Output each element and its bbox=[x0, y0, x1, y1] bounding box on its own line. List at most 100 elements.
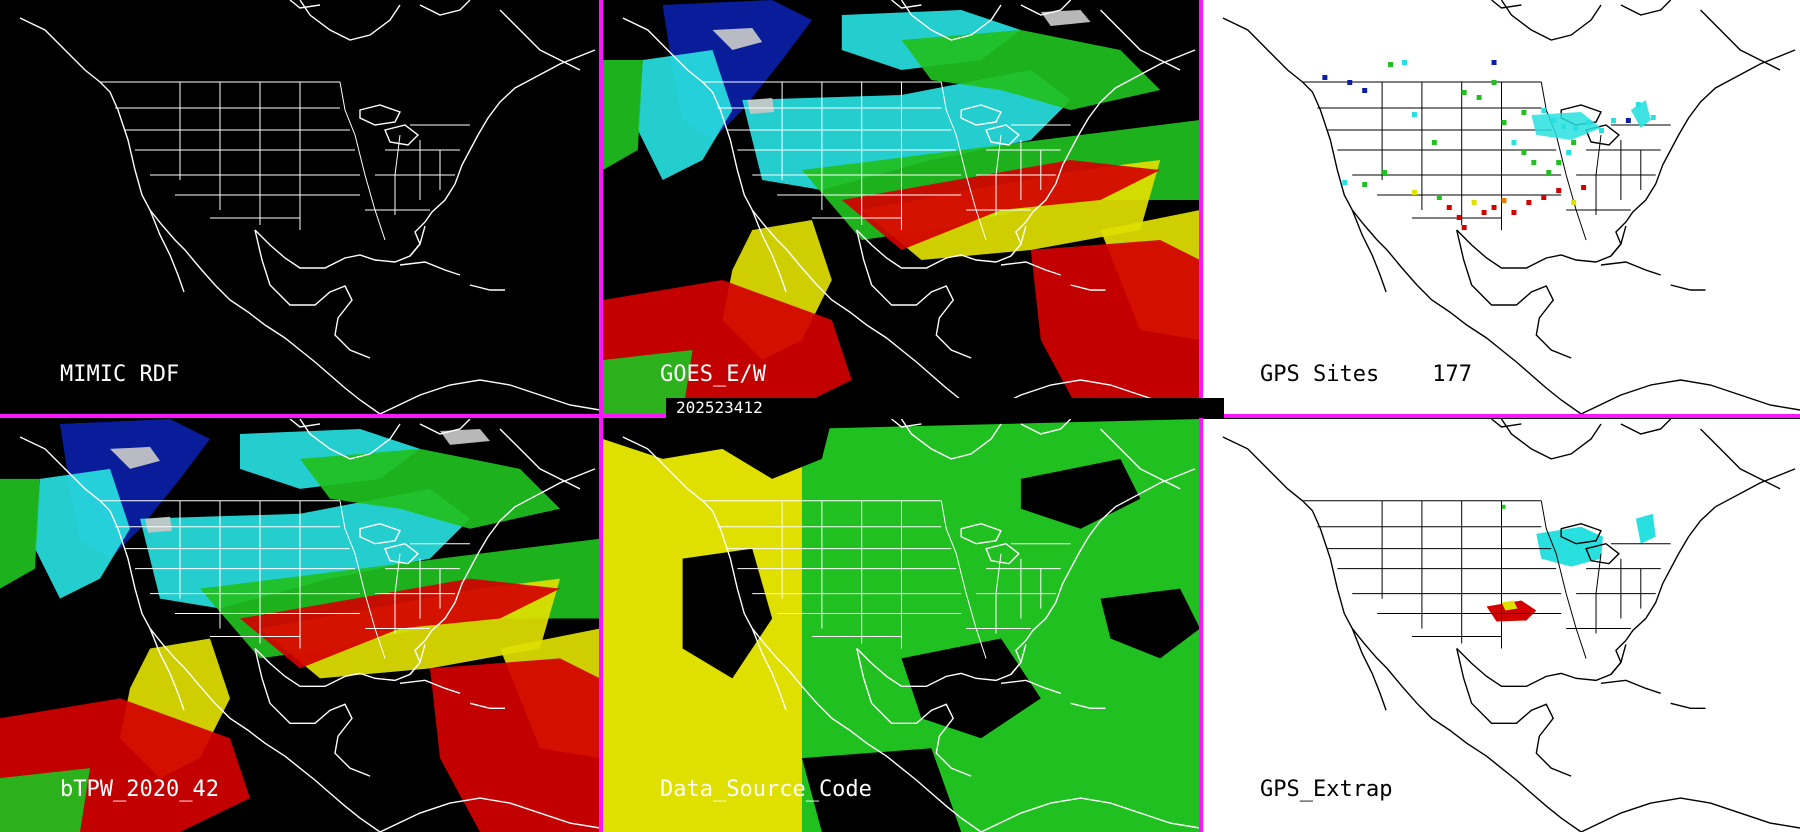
coastline-segment bbox=[299, 0, 401, 41]
panel-label-mimic-rdf: MIMIC RDF bbox=[60, 362, 180, 387]
gps-site-marker bbox=[1561, 124, 1567, 129]
tpw-region bbox=[110, 446, 160, 469]
coastline-segment bbox=[1222, 436, 1582, 832]
gps-site-marker bbox=[1481, 210, 1487, 215]
extrap-region-cyan bbox=[1635, 513, 1656, 544]
tpw-region bbox=[0, 768, 90, 832]
coastline-segment bbox=[149, 628, 185, 711]
timestamp-text: 202523412 bbox=[676, 398, 763, 417]
state-borders bbox=[100, 81, 470, 241]
gps-site-marker bbox=[1471, 200, 1477, 205]
gps-site-marker bbox=[1586, 120, 1592, 125]
panel-label-data-source-code: Data_Source_Code bbox=[660, 777, 872, 802]
gps-site-marker bbox=[1531, 160, 1537, 165]
coastline-segment bbox=[1025, 49, 1196, 223]
coastline-segment bbox=[622, 17, 982, 414]
panel-label-goes-ew: GOES_E/W bbox=[660, 362, 766, 387]
gps-site-marker bbox=[1411, 112, 1417, 117]
coastline-segment bbox=[499, 428, 581, 490]
coastline-outline bbox=[1222, 0, 1800, 414]
coastline-segment bbox=[1600, 261, 1661, 276]
coastline-segment bbox=[1620, 0, 1672, 16]
gps-cluster-area bbox=[1630, 100, 1651, 128]
gps-extrap-areas bbox=[1486, 504, 1656, 622]
tpw-region bbox=[1040, 10, 1091, 26]
coastline-segment bbox=[1585, 542, 1620, 565]
coastline-segment bbox=[1070, 284, 1106, 291]
gps-site-marker bbox=[1402, 60, 1407, 65]
map-mimic-rdf bbox=[19, 0, 600, 414]
coastline-segment bbox=[409, 225, 426, 257]
coastline-segment bbox=[254, 648, 371, 777]
extrap-site-marker bbox=[1501, 504, 1506, 509]
tpw-field bbox=[603, 0, 1200, 414]
state-borders bbox=[702, 500, 1071, 659]
gps-site-marker bbox=[1501, 198, 1507, 203]
coastline-segment bbox=[1456, 221, 1627, 269]
gps-site-marker bbox=[1625, 118, 1631, 123]
data-source-region bbox=[603, 419, 832, 479]
state-border-segment bbox=[339, 500, 386, 659]
coastline-segment bbox=[1020, 0, 1072, 16]
state-border-segment bbox=[339, 81, 386, 241]
panel-gps-extrap: GPS_Extrap bbox=[1203, 419, 1800, 832]
state-borders bbox=[702, 81, 1071, 241]
gps-site-marker bbox=[1573, 126, 1579, 131]
coastline-segment bbox=[1010, 644, 1027, 675]
coastline-segment bbox=[985, 542, 1020, 565]
gps-site-marker bbox=[1446, 205, 1452, 210]
state-border-segment bbox=[1540, 500, 1587, 659]
state-borders bbox=[100, 500, 470, 659]
coastline-segment bbox=[399, 679, 461, 694]
coastline-segment bbox=[1222, 17, 1582, 414]
gps-site-marker bbox=[1556, 160, 1562, 165]
tpw-region bbox=[145, 516, 172, 533]
gps-cluster-area bbox=[1531, 112, 1601, 140]
coastline-segment bbox=[960, 104, 1002, 126]
panel-label-btpw: bTPW_2020_42 bbox=[60, 777, 219, 802]
coastline-segment bbox=[379, 379, 600, 414]
coastline-segment bbox=[1491, 0, 1522, 9]
panel-gps-sites: GPS Sites 177 bbox=[1203, 0, 1800, 414]
tpw-region bbox=[603, 60, 643, 170]
data-source-region bbox=[802, 748, 962, 832]
coastline-segment bbox=[1025, 468, 1196, 641]
map-goes-ew bbox=[603, 0, 1200, 414]
coastline-segment bbox=[289, 419, 321, 428]
coastline-segment bbox=[1020, 419, 1072, 435]
gps-site-marker bbox=[1461, 90, 1467, 95]
coastline-segment bbox=[399, 261, 461, 276]
tpw-region bbox=[712, 28, 763, 50]
coastline-segment bbox=[856, 648, 972, 777]
coastline-segment bbox=[384, 124, 420, 146]
coastline-segment bbox=[19, 17, 381, 414]
coastline-segment bbox=[359, 523, 401, 545]
coastline-segment bbox=[1670, 284, 1706, 291]
coastline-segment bbox=[299, 419, 401, 460]
coastline-outline bbox=[622, 419, 1200, 832]
coastline-segment bbox=[424, 49, 596, 223]
panel-mimic-rdf: MIMIC RDF bbox=[0, 0, 600, 414]
gps-site-marker bbox=[1546, 170, 1552, 175]
gps-sites-title: GPS Sites bbox=[1260, 362, 1380, 387]
coastline-segment bbox=[1456, 229, 1572, 359]
coastline-segment bbox=[419, 0, 471, 16]
gps-site-marker bbox=[1551, 118, 1557, 123]
map-data-source-code bbox=[603, 419, 1200, 832]
gps-site-marker bbox=[1362, 88, 1368, 93]
gps-site-marker bbox=[1411, 190, 1417, 195]
extrap-region-yellow bbox=[1501, 600, 1518, 611]
coastline-segment bbox=[1500, 419, 1602, 460]
gps-site-marker bbox=[1382, 170, 1388, 175]
gps-site-marker bbox=[1556, 188, 1562, 193]
coastline-segment bbox=[1580, 797, 1800, 832]
coastline-segment bbox=[1585, 124, 1620, 146]
coastline-segment bbox=[499, 9, 581, 71]
coastline-segment bbox=[1000, 679, 1061, 694]
map-gps-extrap bbox=[1222, 419, 1800, 832]
coastline-segment bbox=[1500, 0, 1602, 41]
gps-site-marker bbox=[1541, 195, 1547, 200]
gps-site-marker bbox=[1511, 140, 1517, 145]
tpw-region bbox=[440, 428, 490, 445]
coastline-segment bbox=[1000, 261, 1061, 276]
